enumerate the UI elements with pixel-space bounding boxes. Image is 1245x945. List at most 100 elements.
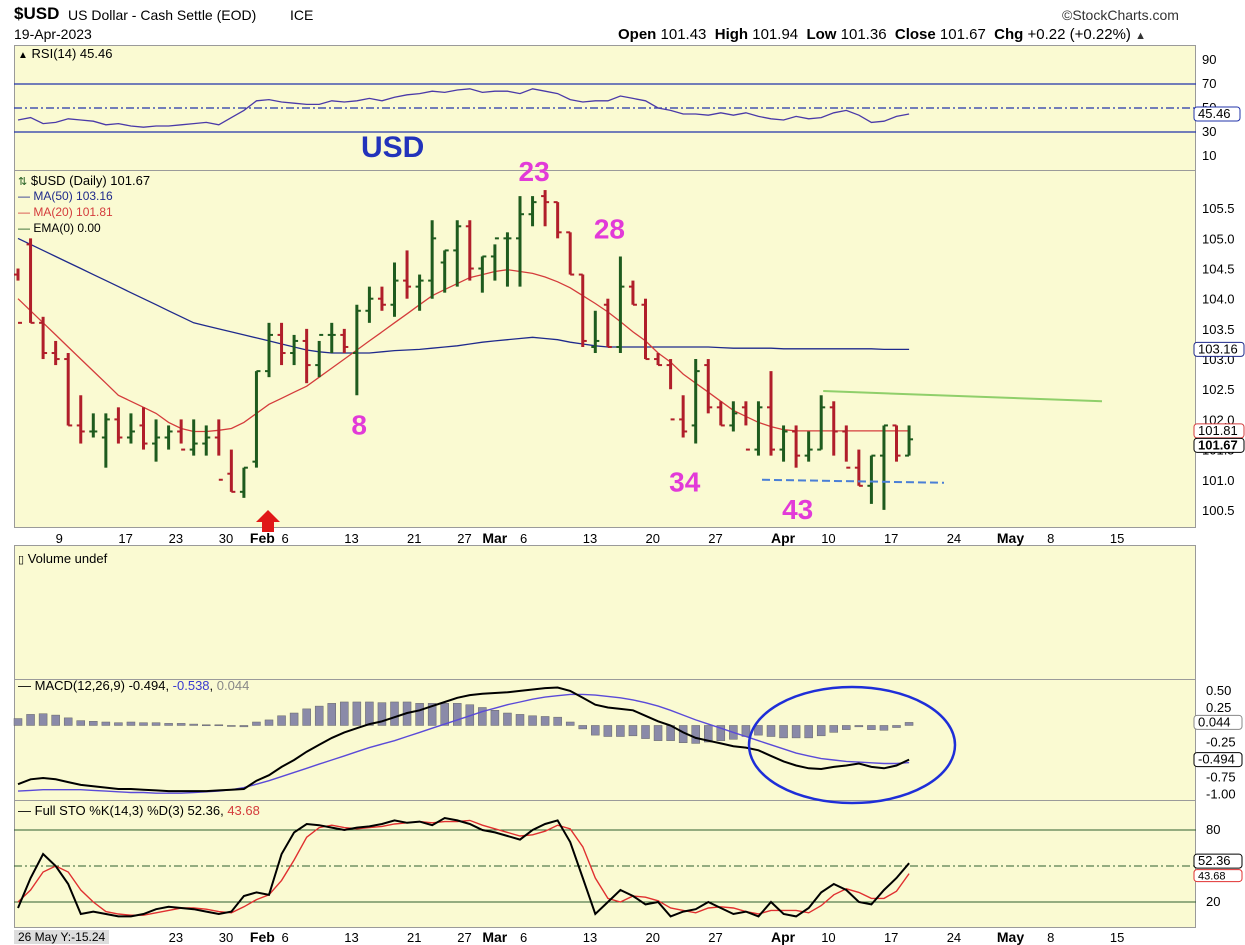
price-x-tick: 20 — [646, 531, 660, 546]
rsi-legend-text: RSI(14) 45.46 — [31, 46, 113, 61]
macd-histogram-bar — [892, 725, 901, 728]
sto-d-line — [17, 819, 910, 916]
price-x-tick: Feb — [250, 530, 275, 546]
close-label: Close — [894, 26, 936, 43]
sto-x-tick: May — [997, 929, 1024, 945]
macd-histogram-bar — [252, 721, 261, 726]
price-x-tick: 23 — [169, 531, 183, 546]
macd-histogram-bar — [302, 708, 311, 726]
wave-count-annotation: 34 — [669, 467, 701, 498]
macd-histogram-bar — [791, 725, 801, 739]
macd-histogram-bar — [38, 713, 48, 726]
rsi-current-label: 45.46 — [1198, 106, 1231, 121]
price-tick-label: 104.5 — [1202, 262, 1235, 277]
macd-hist-label: 0.044 — [1198, 714, 1231, 729]
price-x-tick: 30 — [219, 531, 233, 546]
wave-count-annotation: 23 — [519, 156, 550, 187]
sto-x-tick: 20 — [646, 930, 660, 945]
macd-histogram-bar — [340, 701, 349, 726]
chg-label: Chg — [994, 26, 1024, 43]
sto-legend-k: 52.36 — [187, 803, 221, 818]
price-tick-label: 102.5 — [1202, 382, 1235, 397]
macd-histogram-bar — [453, 703, 462, 726]
triangle-up-icon: ▲ — [1135, 30, 1146, 42]
macd-histogram-bar — [126, 721, 136, 726]
price-x-tick: 27 — [708, 531, 722, 546]
ma50-legend: — MA(50) 103.16 — [18, 189, 113, 203]
macd-histogram-bar — [478, 707, 487, 726]
low-label: Low — [806, 26, 837, 43]
sto-x-tick: 27 — [708, 930, 722, 945]
price-x-tick: 17 — [884, 531, 898, 546]
price-x-tick: 13 — [583, 531, 597, 546]
volume-legend: ▯ Volume undef — [18, 551, 107, 566]
wave-count-annotation: 8 — [351, 409, 367, 440]
rsi-line — [17, 88, 910, 128]
chg-value: +0.22 (+0.22%) — [1027, 26, 1131, 43]
price-x-tick: 17 — [118, 531, 132, 546]
macd-histogram-bar — [415, 703, 424, 726]
price-x-tick: 6 — [282, 531, 289, 546]
macd-histogram-bar — [540, 716, 550, 726]
macd-histogram-bar — [904, 722, 914, 726]
ma50-price-box — [1193, 341, 1245, 357]
macd-histogram-bar — [779, 725, 788, 739]
sto-x-tick: 24 — [947, 930, 961, 945]
macd-histogram-bar — [202, 724, 211, 727]
macd-histogram-bar — [13, 718, 23, 726]
sto-x-tick: 15 — [1110, 930, 1124, 945]
macd-histogram-bar — [63, 717, 73, 726]
macd-histogram-bar — [578, 725, 587, 730]
price-x-tick: 10 — [821, 531, 835, 546]
price-legend: ⇅ $USD (Daily) 101.67 — [18, 173, 150, 188]
macd-signal-line — [17, 693, 910, 794]
macd-histogram-bar — [189, 723, 198, 726]
macd-histogram-bar — [616, 725, 625, 737]
price-x-tick: 6 — [520, 531, 527, 546]
price-tick-label: 103.5 — [1202, 322, 1235, 337]
macd-histogram-bar — [565, 721, 575, 726]
macd-histogram-bar — [76, 720, 85, 726]
sto-k-line — [17, 816, 910, 918]
macd-legend: — MACD(12,26,9) -0.494, -0.538, 0.044 — [18, 678, 250, 693]
macd-histogram-bar — [214, 724, 224, 727]
price-x-tick: 9 — [56, 531, 63, 546]
instrument-name: US Dollar - Cash Settle (EOD) — [68, 7, 257, 23]
sto-d-box — [1193, 869, 1243, 883]
sto-x-tick: 30 — [219, 930, 233, 945]
chart-title: USD — [361, 131, 424, 165]
ma50-price-label: 103.16 — [1198, 341, 1238, 356]
sto-x-tick: 6 — [282, 930, 289, 945]
price-tick-label: 100.5 — [1202, 503, 1235, 518]
macd-value-box — [1193, 752, 1243, 768]
macd-histogram-bar — [101, 721, 111, 726]
price-x-tick: Mar — [482, 530, 507, 546]
sto-x-tick: 6 — [520, 930, 527, 945]
highlight-ellipse — [747, 685, 957, 805]
macd-line — [17, 686, 910, 793]
macd-histogram-bar — [440, 703, 449, 726]
rsi-current-box — [1193, 106, 1241, 122]
resistance-trendline — [823, 390, 1103, 403]
macd-legend-signal: -0.538 — [172, 678, 210, 693]
ema-legend-text: EMA(0) 0.00 — [33, 221, 101, 235]
exchange: ICE — [290, 7, 314, 23]
sto-legend-d: 43.68 — [227, 803, 260, 818]
macd-histogram-bar — [754, 725, 763, 736]
macd-histogram-bar — [591, 725, 600, 736]
macd-histogram-bar — [804, 725, 813, 739]
macd-panel — [14, 679, 1196, 801]
macd-histogram-bar — [264, 719, 274, 726]
macd-histogram-bar — [289, 712, 299, 726]
macd-hist-box — [1193, 714, 1243, 730]
macd-tick-label: -0.25 — [1206, 735, 1236, 750]
macd-histogram-bar — [176, 723, 186, 726]
price-x-tick: 13 — [344, 531, 358, 546]
ma20-legend: — MA(20) 101.81 — [18, 205, 113, 219]
high-value: 101.94 — [752, 26, 799, 43]
sto-x-tick: 8 — [1047, 930, 1054, 945]
sto-x-tick: 10 — [821, 930, 835, 945]
sto-x-tick: 17 — [884, 930, 898, 945]
sto-legend: — Full STO %K(14,3) %D(3) 52.36, 43.68 — [18, 803, 260, 818]
